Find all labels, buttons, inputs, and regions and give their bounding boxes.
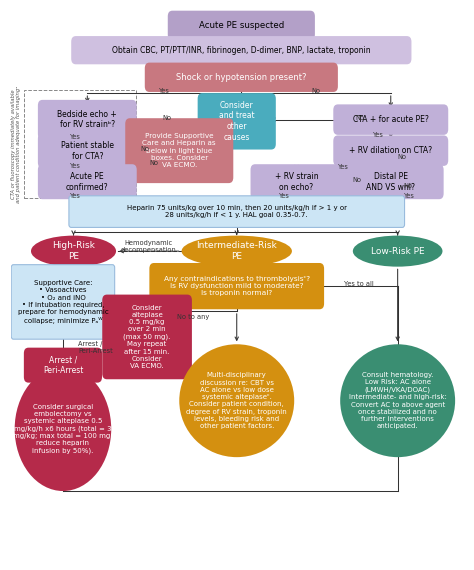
FancyBboxPatch shape [333, 104, 448, 135]
Text: Yes: Yes [279, 193, 290, 200]
Text: No: No [140, 146, 149, 152]
Text: + RV strain
on echo?: + RV strain on echo? [275, 172, 319, 192]
Text: Yes: Yes [70, 133, 81, 140]
Text: Supportive Care:
• Vasoactives
• O₂ and iNO
• If intubation required,
prepare fo: Supportive Care: • Vasoactives • O₂ and … [18, 280, 109, 324]
Text: Hemodynamic
decompensation: Hemodynamic decompensation [121, 240, 177, 253]
Text: No: No [353, 177, 362, 183]
Text: No to any: No to any [177, 314, 209, 320]
Ellipse shape [15, 367, 111, 491]
Text: Yes: Yes [373, 132, 384, 139]
Text: No: No [312, 88, 321, 95]
Text: Consult hematology.
Low Risk: AC alone
(LMWH/VKA/DOAC)
Intermediate- and high-ri: Consult hematology. Low Risk: AC alone (… [349, 372, 447, 429]
Text: Any contraindications to thrombolysisᶜ?
Is RV dysfunction mild to moderate?
Is t: Any contraindications to thrombolysisᶜ? … [164, 276, 310, 296]
Text: Obtain CBC, PT/PTT/INR, fibrinogen, D-dimer, BNP, lactate, troponin: Obtain CBC, PT/PTT/INR, fibrinogen, D-di… [112, 46, 371, 55]
Text: Acute PE suspected: Acute PE suspected [199, 21, 284, 30]
FancyBboxPatch shape [168, 11, 315, 40]
Text: + RV dilation on CTA?: + RV dilation on CTA? [349, 146, 432, 155]
Text: Consider
and treat
other
causes: Consider and treat other causes [219, 101, 255, 142]
FancyBboxPatch shape [125, 118, 233, 183]
Text: Patient stable
for CTA?: Patient stable for CTA? [61, 141, 114, 161]
Text: Distal PE
AND VS wnl?: Distal PE AND VS wnl? [366, 172, 415, 192]
Text: Heparin 75 units/kg over 10 min, then 20 units/kg/h if > 1 y or
28 units/kg/h if: Heparin 75 units/kg over 10 min, then 20… [127, 205, 347, 218]
FancyBboxPatch shape [38, 164, 137, 199]
FancyBboxPatch shape [102, 295, 192, 379]
Ellipse shape [340, 344, 455, 457]
FancyBboxPatch shape [24, 348, 102, 382]
FancyBboxPatch shape [333, 136, 448, 166]
Text: Yes: Yes [70, 164, 81, 169]
Text: No: No [404, 183, 413, 189]
Text: Yes: Yes [338, 164, 349, 170]
FancyBboxPatch shape [69, 196, 404, 227]
Text: Arrest /
Peri-Arrest: Arrest / Peri-Arrest [78, 341, 113, 353]
Text: No: No [149, 160, 158, 166]
FancyBboxPatch shape [145, 63, 338, 92]
Ellipse shape [182, 235, 292, 267]
FancyBboxPatch shape [38, 133, 137, 168]
Text: No: No [163, 115, 172, 121]
Text: CTA + for acute PE?: CTA + for acute PE? [353, 115, 428, 124]
FancyBboxPatch shape [38, 100, 137, 140]
FancyBboxPatch shape [338, 164, 444, 199]
Text: CTA or fluoroscopy immediately available
and patient condition adequate for imag: CTA or fluoroscopy immediately available… [10, 86, 21, 202]
Text: Shock or hypotension present?: Shock or hypotension present? [176, 73, 307, 82]
Text: Consider surgical
embolectomy vs
systemic alteplase 0.5
mg/kg/h x6 hours (total : Consider surgical embolectomy vs systemi… [13, 404, 113, 454]
Text: Bedside echo +
for RV strainᵇ?: Bedside echo + for RV strainᵇ? [57, 110, 117, 129]
Text: Arrest /
Peri-Arrest: Arrest / Peri-Arrest [43, 355, 83, 375]
Ellipse shape [179, 344, 294, 457]
FancyBboxPatch shape [11, 264, 115, 339]
Text: Provide Supportive
Care and Heparin as
below in light blue
boxes. Consider
VA EC: Provide Supportive Care and Heparin as b… [143, 133, 216, 168]
Text: High-Risk
PE: High-Risk PE [52, 241, 95, 261]
Text: No: No [398, 154, 407, 160]
Text: Acute PE
confirmed?: Acute PE confirmed? [66, 172, 109, 192]
Bar [24, 90, 136, 198]
Ellipse shape [31, 235, 116, 267]
Text: Yes to all: Yes to all [344, 282, 374, 287]
Text: Multi-disciplinary
discussion re: CBT vs
AC alone vs low dose
systemic alteplase: Multi-disciplinary discussion re: CBT vs… [186, 372, 287, 429]
Text: Low-Risk PE: Low-Risk PE [371, 247, 425, 255]
FancyBboxPatch shape [71, 36, 411, 64]
Ellipse shape [353, 235, 443, 267]
Text: Yes: Yes [70, 193, 81, 200]
Text: Yes: Yes [404, 193, 414, 200]
FancyBboxPatch shape [149, 263, 324, 310]
Text: Consider
alteplase
0.5 mg/kg
over 2 min
(max 50 mg).
May repeat
after 15 min.
Co: Consider alteplase 0.5 mg/kg over 2 min … [123, 305, 171, 369]
FancyBboxPatch shape [198, 93, 276, 149]
Text: No: No [356, 115, 365, 121]
FancyBboxPatch shape [251, 164, 343, 199]
Text: Yes: Yes [159, 88, 170, 95]
Text: Intermediate-Risk
PE: Intermediate-Risk PE [196, 241, 277, 261]
